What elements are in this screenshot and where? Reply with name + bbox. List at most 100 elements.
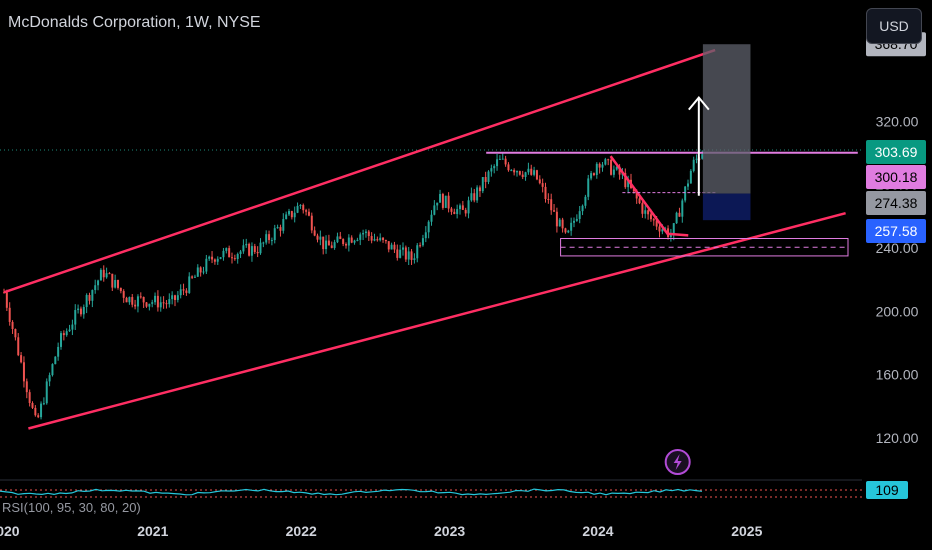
candle-body: [336, 236, 339, 243]
candle-body: [590, 173, 593, 179]
candle-body: [478, 187, 481, 192]
candle-body: [79, 308, 82, 315]
candle-body: [510, 170, 513, 172]
candle-body: [407, 251, 410, 260]
candle-body: [248, 243, 251, 256]
candle-body: [467, 200, 470, 214]
candle-body: [678, 212, 681, 217]
candle-body: [228, 248, 231, 258]
candle-body: [362, 233, 365, 235]
candle-body: [504, 158, 507, 165]
candle-body: [689, 170, 692, 184]
candle-body: [655, 220, 658, 227]
candle-body: [459, 205, 461, 210]
candle-body: [433, 205, 436, 215]
candle-body: [535, 170, 538, 180]
candle-body: [8, 307, 11, 322]
time-tick-label: 2022: [286, 523, 317, 539]
target-zone[interactable]: [702, 44, 751, 194]
candle-body: [34, 407, 37, 416]
candle-body: [199, 267, 202, 273]
candle-body: [516, 171, 518, 173]
current-price-badge: [866, 140, 926, 164]
candle-body: [450, 208, 453, 212]
time-tick-label: 2024: [582, 523, 613, 539]
candle-body: [527, 168, 530, 173]
candle-body: [40, 403, 43, 418]
candle-body: [28, 392, 31, 403]
candle-body: [222, 250, 225, 258]
candle-body: [399, 249, 402, 258]
candle-body: [88, 294, 91, 301]
candle-body: [253, 246, 256, 252]
candle-body: [430, 214, 433, 222]
candle-body: [507, 164, 510, 171]
candle-body: [330, 245, 333, 248]
candle-body: [128, 297, 131, 303]
stop-zone[interactable]: [702, 193, 751, 221]
candle-body: [205, 258, 208, 272]
current-price-badge-text: 303.69: [875, 144, 918, 160]
candle-body: [91, 290, 94, 301]
candle-body: [145, 302, 148, 307]
candle-body: [325, 240, 328, 250]
candle-body: [687, 183, 689, 187]
wedge-pattern[interactable]: [609, 155, 689, 237]
candle-body: [601, 164, 604, 168]
candle-body: [476, 187, 479, 201]
candle-body: [356, 239, 359, 241]
candle-body: [122, 291, 125, 298]
candle-body: [299, 205, 302, 207]
candle-body: [610, 159, 613, 175]
time-tick-label: 2025: [731, 523, 762, 539]
candle-body: [179, 289, 182, 296]
candle-body: [598, 163, 601, 168]
candle-body: [65, 331, 68, 336]
entry-price-badge: [866, 191, 926, 215]
channel-upper-line[interactable]: [3, 48, 716, 294]
candle-body: [638, 198, 641, 204]
candle-body: [658, 226, 661, 232]
candle-body: [191, 276, 194, 278]
candle-body: [641, 203, 644, 214]
candle-body: [419, 245, 422, 247]
candle-body: [176, 295, 179, 300]
candle-body: [669, 234, 672, 237]
lightning-glyph-icon: [673, 454, 682, 470]
candle-body: [296, 205, 299, 213]
price-tick-label: 240.00: [876, 240, 919, 256]
candle-body: [339, 236, 342, 240]
candle-body: [102, 269, 105, 278]
candle-body: [612, 169, 615, 175]
candle-body: [464, 209, 467, 214]
currency-button[interactable]: USD: [866, 8, 922, 44]
candle-body: [293, 212, 296, 218]
candle-body: [11, 321, 14, 330]
candle-body: [379, 237, 382, 241]
candle-body: [376, 239, 379, 241]
candle-body: [17, 337, 20, 356]
candle-body: [367, 231, 370, 237]
candles: [3, 150, 704, 420]
candle-body: [441, 194, 444, 208]
channel-lower-line[interactable]: [28, 211, 846, 430]
candle-body: [97, 280, 100, 286]
candle-body: [77, 308, 80, 311]
candle-body: [461, 205, 464, 210]
indicator-line: [0, 488, 703, 496]
candle-body: [114, 280, 117, 288]
candle-body: [581, 205, 584, 212]
candle-body: [202, 271, 205, 273]
candle-body: [136, 296, 139, 307]
candle-body: [48, 375, 51, 382]
candle-body: [701, 154, 704, 159]
drawings[interactable]: [3, 44, 858, 475]
candle-body: [345, 244, 347, 246]
candle-body: [307, 211, 310, 216]
candle-body: [171, 295, 174, 300]
candle-body: [259, 242, 262, 254]
candle-body: [573, 220, 575, 223]
candle-body: [125, 297, 128, 303]
